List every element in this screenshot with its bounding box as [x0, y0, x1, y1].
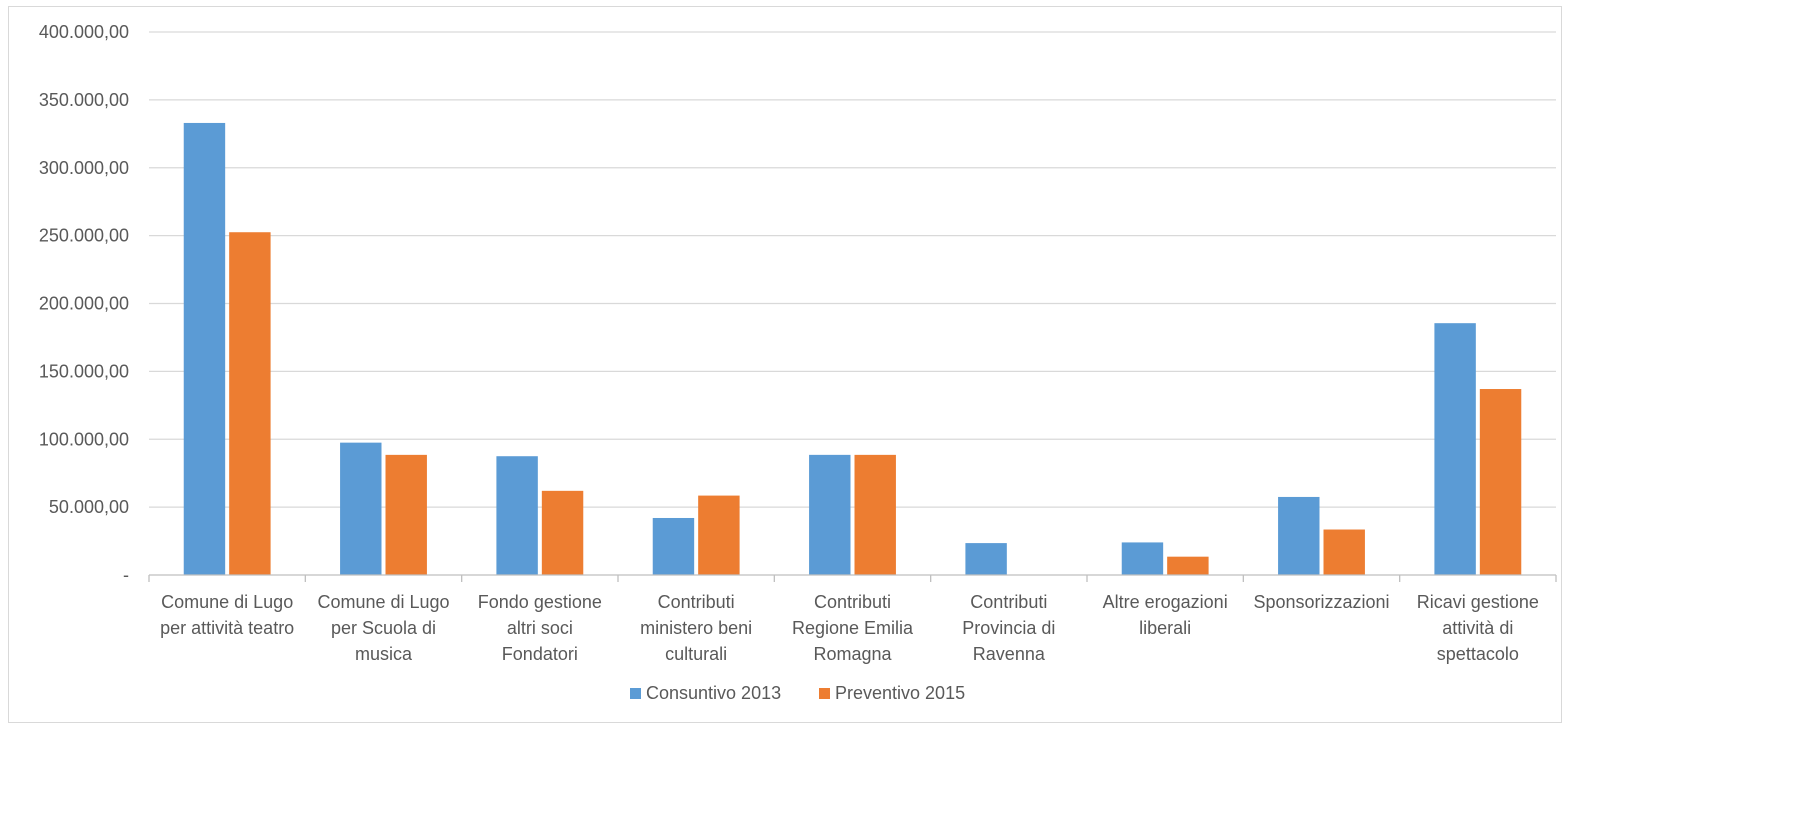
x-category-label: Fondo gestione altri soci Fondatori: [478, 592, 602, 664]
x-category-label-line: Contributi: [814, 592, 891, 612]
x-category-label-line: Comune di Lugo: [161, 592, 293, 612]
x-category-label-line: ministero beni: [640, 618, 752, 638]
x-category-label-line: Fondatori: [502, 644, 578, 664]
y-tick-label: 150.000,00: [39, 361, 129, 381]
legend-swatch: [819, 688, 830, 699]
bar-consuntivo-2013: [1121, 542, 1164, 575]
bar-chart: - 50.000,00 100.000,00 150.000,00 200.000,00…: [39, 22, 1557, 703]
y-tick-label: 100.000,00: [39, 429, 129, 449]
bar-consuntivo-2013: [496, 456, 538, 575]
x-category-label: Comune di Lugo per Scuola di musica: [317, 592, 449, 664]
x-category-label-line: Ravenna: [973, 644, 1046, 664]
y-tick-label: 250.000,00: [39, 226, 129, 246]
y-tick-label: 350.000,00: [39, 90, 129, 110]
y-axis-ticks: - 50.000,00 100.000,00 150.000,00 200.000,00…: [39, 22, 129, 585]
x-category-label-line: per Scuola di: [331, 618, 436, 638]
gridlines: [149, 31, 1556, 508]
y-tick-label: 50.000,00: [49, 497, 129, 517]
x-category-label-line: culturali: [665, 644, 727, 664]
bar-consuntivo-2013: [809, 454, 851, 575]
bar-preventivo-2015: [1479, 389, 1522, 575]
y-tick-label: 300.000,00: [39, 158, 129, 178]
legend-label: Consuntivo 2013: [646, 683, 781, 703]
x-category-label-line: Regione Emilia: [792, 618, 914, 638]
x-category-label-line: per attività teatro: [160, 618, 294, 638]
x-category-label-line: attività di: [1442, 618, 1513, 638]
x-category-label: Sponsorizzazioni: [1253, 592, 1389, 612]
x-category-label-line: Comune di Lugo: [317, 592, 449, 612]
x-category-label-line: musica: [355, 644, 413, 664]
bar-consuntivo-2013: [1278, 496, 1320, 575]
legend-swatch: [630, 688, 641, 699]
x-category-label-line: altri soci: [507, 618, 573, 638]
chart-frame: - 50.000,00 100.000,00 150.000,00 200.000,00…: [8, 6, 1562, 723]
bar-consuntivo-2013: [965, 543, 1007, 575]
bar-preventivo-2015: [698, 495, 740, 575]
x-category-label: Contributi Provincia di Ravenna: [962, 592, 1055, 664]
bar-consuntivo-2013: [1434, 323, 1476, 575]
bar-preventivo-2015: [1167, 556, 1209, 575]
x-category-label: Altre erogazioni liberali: [1103, 592, 1228, 638]
y-tick-label: 200.000,00: [39, 294, 129, 314]
legend-label: Preventivo 2015: [835, 683, 965, 703]
legend: Consuntivo 2013 Preventivo 2015: [630, 683, 965, 703]
x-category-label-line: Altre erogazioni: [1103, 592, 1228, 612]
x-category-label-line: Contributi: [970, 592, 1047, 612]
bar-preventivo-2015: [229, 232, 271, 575]
bar-preventivo-2015: [854, 454, 896, 575]
x-category-label-line: liberali: [1139, 618, 1191, 638]
x-category-label-line: Fondo gestione: [478, 592, 602, 612]
x-category-label: Contributi Regione Emilia Romagna: [792, 592, 914, 664]
y-tick-label: -: [123, 565, 129, 585]
x-axis: [148, 574, 1557, 582]
bar-preventivo-2015: [385, 454, 427, 575]
x-category-label-line: Ricavi gestione: [1417, 592, 1539, 612]
x-axis-category-labels: Comune di Lugo per attività teatroComune …: [160, 592, 1539, 664]
x-category-label: Contributi ministero beni culturali: [640, 592, 752, 664]
bar-consuntivo-2013: [340, 442, 382, 575]
x-category-label-line: Provincia di: [962, 618, 1055, 638]
bar-preventivo-2015: [541, 490, 584, 575]
y-tick-label: 400.000,00: [39, 22, 129, 42]
bars: [183, 122, 1522, 575]
x-category-label-line: Contributi: [658, 592, 735, 612]
x-category-label-line: Romagna: [813, 644, 892, 664]
bar-consuntivo-2013: [183, 122, 226, 575]
x-category-label-line: spettacolo: [1437, 644, 1519, 664]
x-category-label: Ricavi gestione attività di spettacolo: [1417, 592, 1539, 664]
x-category-label: Comune di Lugo per attività teatro: [160, 592, 294, 638]
bar-preventivo-2015: [1323, 529, 1365, 575]
bar-consuntivo-2013: [652, 517, 695, 575]
x-category-label-line: Sponsorizzazioni: [1253, 592, 1389, 612]
